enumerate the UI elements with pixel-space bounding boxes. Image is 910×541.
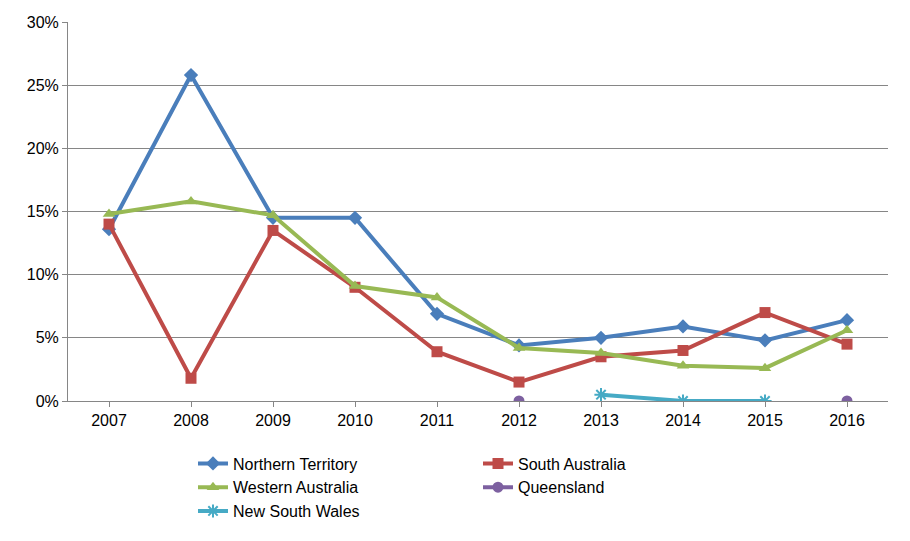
svg-text:South Australia: South Australia [518, 456, 626, 473]
svg-text:Queensland: Queensland [518, 479, 604, 496]
svg-text:30%: 30% [27, 14, 59, 31]
svg-text:2009: 2009 [255, 412, 291, 429]
svg-text:2014: 2014 [665, 412, 701, 429]
svg-text:2008: 2008 [173, 412, 209, 429]
svg-text:2016: 2016 [829, 412, 865, 429]
svg-text:2011: 2011 [420, 412, 455, 429]
svg-text:5%: 5% [36, 329, 59, 346]
svg-text:2015: 2015 [747, 412, 783, 429]
svg-text:2010: 2010 [337, 412, 373, 429]
svg-text:2012: 2012 [501, 412, 537, 429]
svg-text:10%: 10% [27, 266, 59, 283]
svg-text:2007: 2007 [91, 412, 127, 429]
svg-text:25%: 25% [27, 77, 59, 94]
svg-text:2013: 2013 [583, 412, 619, 429]
svg-text:Western Australia: Western Australia [233, 479, 358, 496]
svg-text:New South Wales: New South Wales [233, 503, 360, 520]
svg-text:20%: 20% [27, 140, 59, 157]
svg-text:Northern Territory: Northern Territory [233, 456, 357, 473]
svg-text:0%: 0% [36, 393, 59, 410]
svg-text:15%: 15% [27, 203, 59, 220]
